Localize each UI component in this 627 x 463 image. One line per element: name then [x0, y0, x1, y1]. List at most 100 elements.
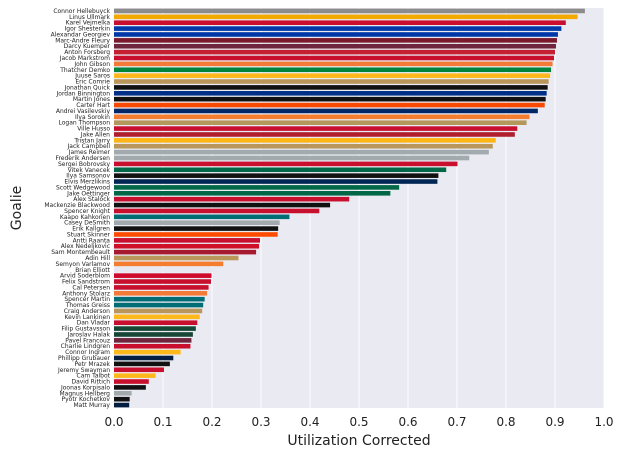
bar: [114, 391, 132, 396]
y-tick-label: Brian Elliott: [75, 267, 110, 274]
y-tick-label: Andrei Vasilevskiy: [56, 108, 111, 115]
bar: [114, 314, 200, 320]
y-tick-label: Spencer Martin: [64, 296, 110, 303]
y-tick-label: Spencer Knight: [64, 208, 110, 215]
y-tick-label: Erik Kallgren: [72, 226, 110, 233]
y-tick-label: Linus Ullmark: [69, 14, 110, 21]
x-tick-label: 0.4: [300, 415, 319, 429]
y-tick-label: John Gibson: [73, 61, 110, 68]
y-tick-label: Scott Wedgewood: [56, 184, 110, 191]
y-tick-label: Alexandar Georgiev: [51, 31, 111, 38]
bar: [114, 85, 548, 90]
y-tick-label: Jack Campbell: [67, 143, 111, 150]
bar: [114, 208, 320, 214]
bar: [114, 343, 191, 349]
x-tick-label: 1.0: [594, 415, 613, 429]
y-tick-label: Pyotr Kochetkov: [61, 396, 110, 403]
bar: [114, 20, 566, 25]
y-tick-label: Vitek Vanecek: [68, 167, 111, 174]
bar: [114, 26, 562, 31]
bar: [114, 55, 555, 61]
y-tick-label: Elvis Merzlikins: [64, 179, 110, 186]
y-tick-label: Ilya Sorokin: [75, 114, 110, 121]
y-tick-label: Kaapo Kahkonen: [60, 214, 110, 221]
y-tick-label: Igor Shesterkin: [64, 26, 110, 33]
bar: [114, 302, 204, 308]
y-tick-label: Semyon Varlamov: [56, 261, 111, 268]
bar: [114, 91, 547, 96]
y-tick-label: Jaroslav Halak: [67, 331, 111, 338]
y-tick-label: Petr Mrazek: [75, 361, 111, 368]
y-tick-label: Jordan Binnington: [56, 90, 111, 97]
bar: [114, 185, 400, 190]
bar: [114, 132, 515, 137]
bar: [114, 138, 496, 143]
y-tick-label: Eric Comrie: [75, 79, 110, 86]
bar: [114, 255, 239, 261]
bars: [114, 8, 585, 408]
y-tick-label: Pavel Francouz: [65, 337, 110, 344]
bar: [114, 226, 279, 231]
y-tick-label: Mackenzie Blackwood: [44, 202, 110, 209]
bar: [114, 149, 489, 155]
y-tick-label: Juuse Saros: [74, 73, 110, 80]
bar: [114, 232, 278, 237]
bar: [114, 155, 470, 161]
bar: [114, 249, 257, 255]
x-tick-label: 0.6: [398, 415, 417, 429]
y-tick-label: Karel Vejmelka: [66, 20, 111, 27]
y-tick-label: Antti Raanta: [73, 237, 111, 244]
bar: [114, 191, 391, 196]
bar: [114, 261, 224, 267]
bar: [114, 202, 331, 208]
y-tick-label: Marc-Andre Fleury: [55, 37, 110, 44]
y-tick-label: Ville Husso: [77, 126, 110, 133]
bar: [114, 332, 193, 337]
bar: [114, 291, 208, 296]
y-tick-label: David Rittich: [71, 379, 110, 386]
bar: [114, 220, 280, 225]
bar: [114, 243, 260, 249]
bar: [114, 338, 192, 343]
y-tick-label: Stuart Skinner: [67, 231, 111, 238]
y-tick-label: Dan Vladar: [77, 320, 111, 327]
y-tick-label: Cal Petersen: [72, 284, 110, 291]
y-tick-label: Thomas Greiss: [65, 302, 110, 309]
x-tick-label: 0.7: [447, 415, 466, 429]
y-tick-label: Alex Stalock: [73, 196, 110, 203]
bar: [114, 38, 557, 43]
bar: [114, 296, 205, 302]
y-tick-label: Alex Nedeljkovic: [61, 243, 110, 250]
bar: [114, 108, 538, 114]
y-tick-label: Connor Ingram: [65, 349, 110, 356]
bar: [114, 361, 170, 367]
y-tick-label: Frederik Andersen: [55, 155, 110, 162]
x-tick-labels: 0.0 0.1 0.2 0.3 0.4 0.5 0.6 0.7 0.8 0.9 1.0: [104, 415, 613, 429]
bar: [114, 396, 130, 402]
bar: [114, 273, 212, 278]
y-tick-label: Phillipp Grubauer: [58, 355, 111, 362]
bar: [114, 385, 146, 390]
bar: [114, 214, 290, 220]
x-tick-label: 0.9: [545, 415, 564, 429]
y-tick-label: Logan Thompson: [59, 120, 111, 127]
y-tick-label: Filip Gustavsson: [61, 326, 110, 333]
y-tick-label: Connor Hellebuyck: [53, 8, 110, 15]
x-tick-label: 0.2: [202, 415, 221, 429]
x-tick-label: 0.1: [153, 415, 172, 429]
bar: [114, 285, 209, 290]
bar: [114, 167, 447, 173]
y-tick-label: Felix Sandstrom: [62, 279, 110, 286]
y-tick-label: Kevin Lankinen: [64, 314, 110, 321]
y-tick-label: Anton Forsberg: [64, 49, 110, 56]
bar: [114, 67, 552, 73]
bar: [114, 43, 556, 49]
bar: [114, 73, 551, 78]
bar: [114, 326, 196, 331]
y-tick-label: Sergei Bobrovsky: [58, 161, 110, 168]
x-tick-label: 0.8: [496, 415, 515, 429]
bar: [114, 14, 578, 20]
y-tick-label: Cam Talbot: [77, 373, 111, 380]
